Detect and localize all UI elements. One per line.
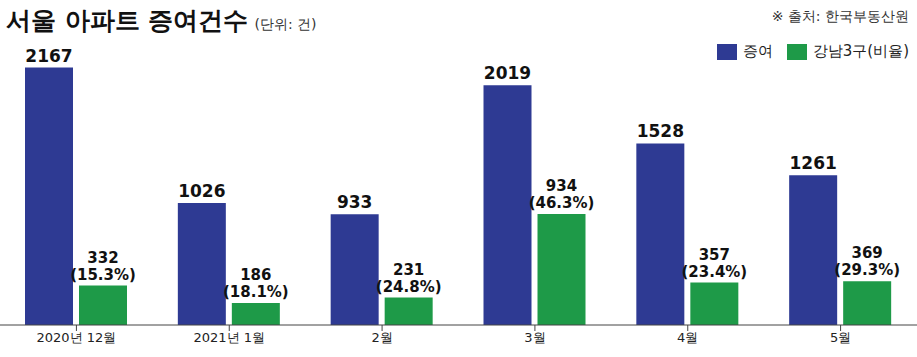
svg-text:231(24.8%): 231(24.8%): [376, 261, 442, 296]
svg-text:1528: 1528: [637, 121, 684, 141]
html-text:증여: 증여: [742, 42, 773, 60]
svg-text:357(23.4%): 357(23.4%): [681, 246, 747, 281]
svg-text:934(46.3%): 934(46.3%): [529, 177, 595, 212]
svg-text:4월: 4월: [677, 330, 698, 345]
svg-text:332(15.3%): 332(15.3%): [70, 249, 136, 284]
svg-text:369(29.3%): 369(29.3%): [834, 244, 900, 279]
html-text:※ 출처: 한국부동산원: ※ 출처: 한국부동산원: [771, 8, 909, 24]
svg-text:2167: 2167: [25, 46, 72, 66]
svg-text:2월: 2월: [371, 330, 392, 345]
svg-text:186(18.1%): 186(18.1%): [223, 266, 289, 301]
svg-text:3월: 3월: [524, 330, 545, 345]
svg-text:2020년 12월: 2020년 12월: [37, 330, 117, 345]
svg-text:2019: 2019: [484, 63, 531, 83]
svg-text:2021년 1월: 2021년 1월: [194, 330, 266, 345]
svg-text:5월: 5월: [830, 330, 851, 345]
svg-text:1026: 1026: [178, 181, 225, 201]
svg-text:933: 933: [337, 192, 373, 212]
html-text:강남3구(비율): 강남3구(비율): [812, 42, 909, 60]
html-text:서울 아파트 증여건수 (단위: 건): 서울 아파트 증여건수 (단위: 건): [6, 6, 317, 35]
svg-text:1261: 1261: [790, 153, 837, 173]
